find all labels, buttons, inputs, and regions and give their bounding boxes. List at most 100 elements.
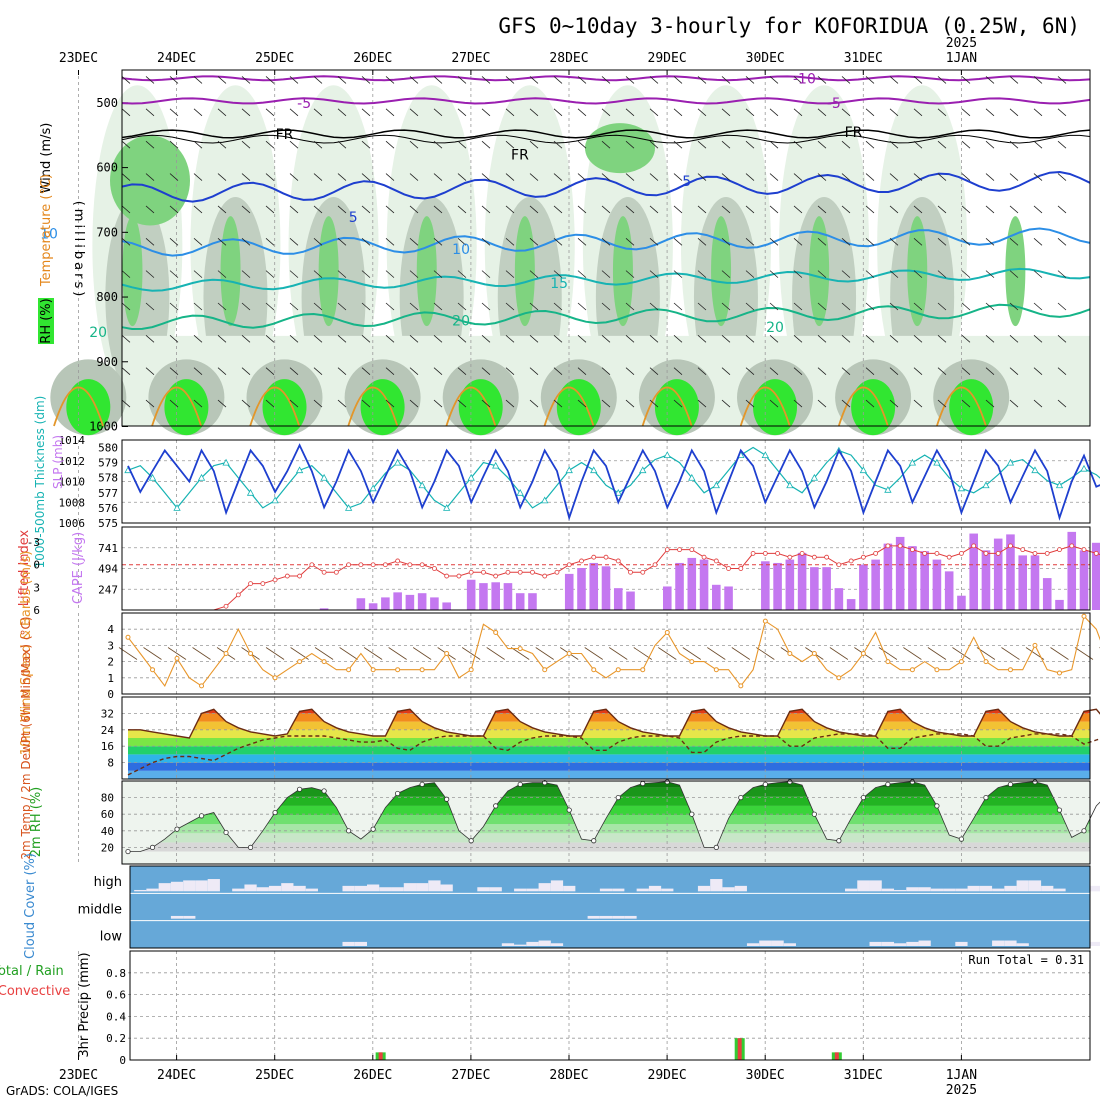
rh-point <box>787 779 793 785</box>
wind-barb <box>649 76 659 84</box>
wind-barb <box>697 237 707 246</box>
rh-point <box>198 813 205 819</box>
wind-barb <box>505 399 515 408</box>
lifted-point <box>542 573 548 579</box>
lifted-point <box>971 543 977 549</box>
cloud-bar <box>1016 880 1029 892</box>
wind-barb <box>363 647 383 660</box>
cape-bar <box>895 536 905 610</box>
wind-speed-point <box>444 651 450 656</box>
lifted-point <box>358 562 364 568</box>
cape-bar <box>687 557 697 610</box>
cape-bar <box>1030 555 1040 610</box>
wind-barb <box>793 173 803 181</box>
y-tick-label: 3 <box>107 639 114 652</box>
x-tick-label: 30DEC <box>746 51 785 66</box>
wind-barb <box>1057 140 1067 149</box>
ylabel-lifted: Lifted Index <box>17 529 32 606</box>
wind-barb <box>457 173 467 181</box>
x-tick-label: 26DEC <box>353 51 392 66</box>
wind-barb <box>721 205 731 214</box>
cloud-bar <box>281 883 294 892</box>
wind-barb <box>961 367 971 376</box>
cape-bar <box>846 599 856 610</box>
cape-bar <box>626 591 635 610</box>
wind-barb <box>217 270 227 278</box>
wind-barb <box>577 237 587 246</box>
wind-barb <box>649 367 659 376</box>
wind-barb <box>865 237 875 246</box>
wind-barb <box>721 335 731 343</box>
wind-speed-point <box>272 675 278 681</box>
cape-bar <box>662 586 672 610</box>
y-tick-label: 0 <box>107 688 114 701</box>
wind-barb <box>553 367 563 376</box>
right-tick-label: 1010 <box>59 476 86 489</box>
lifted-point <box>481 569 486 575</box>
wind-barb <box>577 76 587 84</box>
wind-barb <box>241 237 251 246</box>
wind-barb <box>385 140 395 149</box>
wind-barb <box>625 108 635 117</box>
y-tick-label: 900 <box>96 355 118 369</box>
cloud-bar <box>391 887 404 892</box>
isotherm-contour <box>53 386 104 427</box>
rh-point <box>542 780 548 786</box>
wind-barb <box>193 335 203 343</box>
cape-bar <box>417 593 427 610</box>
wind-barb <box>313 173 323 181</box>
cloud-bar <box>1028 880 1042 892</box>
wind-barb <box>505 205 515 214</box>
cloud-bar <box>514 944 527 946</box>
cloud-bar <box>416 883 429 892</box>
wind-barb <box>193 237 203 246</box>
wind-barb <box>337 399 347 408</box>
left-tick-label: 577 <box>98 487 118 500</box>
wind-barb <box>457 367 467 376</box>
wind-barb <box>145 237 155 246</box>
wind-barb <box>385 399 395 408</box>
wind-barb <box>793 108 803 117</box>
cape-bar <box>920 551 929 610</box>
wind-barb <box>145 76 155 84</box>
lifted-point <box>762 551 768 556</box>
wind-barb <box>937 76 947 84</box>
wind-barb <box>481 399 491 408</box>
left-tick-label: 580 <box>98 442 118 455</box>
rh-point <box>395 790 401 797</box>
lifted-point <box>799 551 805 556</box>
wind-barb <box>433 237 443 246</box>
y-tick-label: 0 <box>119 1054 126 1067</box>
lifted-point <box>689 547 695 553</box>
wind-barb <box>985 237 995 246</box>
wind-barb <box>649 270 659 278</box>
rh-point <box>909 779 916 785</box>
wind-barb <box>817 173 827 181</box>
wind-barb <box>649 108 659 117</box>
contour-label: 5 <box>349 210 358 226</box>
wind-barb <box>192 647 211 660</box>
wind-barb <box>169 108 179 117</box>
lifted-point <box>309 562 315 568</box>
cloud-bar <box>918 940 931 946</box>
wind-barb <box>145 108 155 117</box>
wind-barb <box>937 173 947 181</box>
wind-barb <box>985 399 995 408</box>
cape-bar <box>908 546 917 610</box>
wind-barb <box>601 335 611 343</box>
x-tick-label: 28DEC <box>549 1068 588 1083</box>
wind-barb <box>649 335 659 343</box>
rh-band <box>128 842 1090 852</box>
wind-barb <box>745 205 755 214</box>
wind-speed-point <box>199 683 205 689</box>
wind-barb <box>169 335 179 343</box>
wind-barb <box>1057 237 1067 246</box>
wind-speed-point <box>1056 670 1062 676</box>
right-tick-label: 1014 <box>59 434 86 447</box>
thickness-point <box>516 488 524 496</box>
wind-barb <box>433 173 443 181</box>
wind-speed-point <box>738 683 744 689</box>
rh-shade <box>360 379 405 436</box>
wind-barb <box>913 140 923 149</box>
wind-barb <box>673 367 683 376</box>
